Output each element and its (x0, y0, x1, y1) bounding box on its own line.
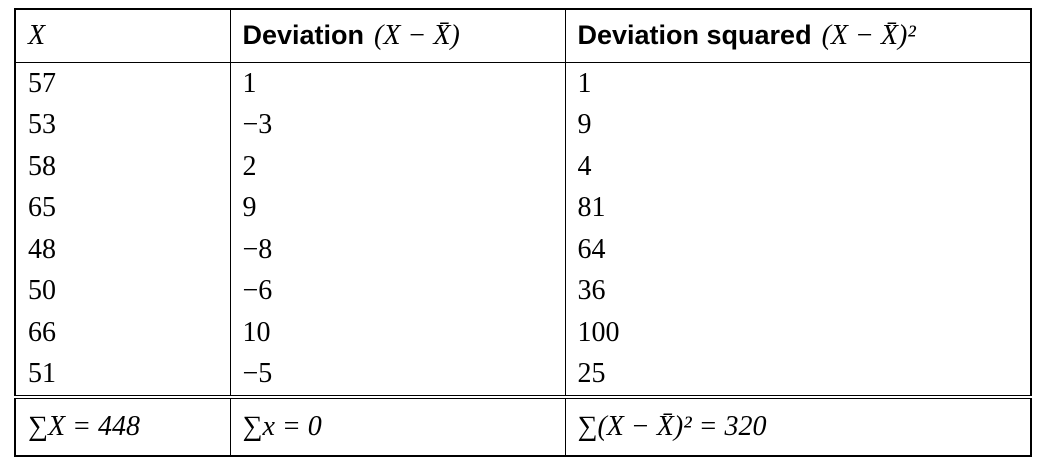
header-cell: Deviation (X − X̄) (229, 9, 566, 63)
table-cell: 58 (14, 146, 231, 188)
table-cell: 81 (564, 187, 1032, 229)
table-cell: 9 (229, 187, 566, 229)
table-cell: 1 (229, 62, 566, 105)
table-header: X Deviation (X − X̄) Deviation squared (X − … (14, 9, 1032, 63)
table-footer: ∑X = 448 ∑x = 0 ∑(X − X̄)² = 320 (14, 395, 1032, 456)
table-cell: 48 (14, 229, 231, 271)
deviation-table: X Deviation (X − X̄) Deviation squared (X − … (14, 8, 1032, 457)
table-body: 57 1 1 53 −3 9 58 2 4 65 9 81 48 −8 64 50 −6 36 66 10 100 51−… (14, 62, 1032, 397)
table-cell: 36 (564, 270, 1032, 312)
footer-cell: ∑X = 448 (14, 395, 231, 456)
header-cell: X (14, 9, 231, 63)
table-cell: 1 (564, 62, 1032, 105)
table-cell: 53 (14, 104, 231, 146)
table-cell: 100 (564, 312, 1032, 354)
table-cell: 25 (564, 353, 1032, 397)
table-row: 65 9 81 (14, 187, 1032, 229)
header-label: Deviation (242, 20, 365, 50)
table-cell: 51 (14, 353, 231, 397)
table-cell: 50 (14, 270, 231, 312)
table-row: 66 10 100 (14, 312, 1032, 354)
header-math: X (28, 20, 46, 51)
table-cell: 66 (14, 312, 231, 354)
table-cell: 4 (564, 146, 1032, 188)
table-cell: 57 (14, 62, 231, 105)
header-cell: Deviation squared (X − X̄)² (564, 9, 1032, 63)
header-math: (X − X̄) (374, 20, 460, 51)
footer-cell: ∑x = 0 (229, 395, 566, 456)
table-row: 50 −6 36 (14, 270, 1032, 312)
header-label: Deviation squared (577, 20, 812, 50)
table-row: 53 −3 9 (14, 104, 1032, 146)
table-row: 57 1 1 (14, 62, 1032, 105)
table-cell: 9 (564, 104, 1032, 146)
footer-cell: ∑(X − X̄)² = 320 (564, 395, 1032, 456)
table-row: 48 −8 64 (14, 229, 1032, 271)
table-cell: −5 (229, 353, 566, 397)
table-cell: 65 (14, 187, 231, 229)
table-row: 51 −5 25 (14, 353, 1032, 397)
header-math: (X − X̄)² (821, 20, 916, 51)
header-row: X Deviation (X − X̄) Deviation squared (X − … (14, 9, 1032, 63)
table-cell: −8 (229, 229, 566, 271)
table-cell: 10 (229, 312, 566, 354)
footer-row: ∑X = 448 ∑x = 0 ∑(X − X̄)² = 320 (14, 395, 1032, 456)
table-cell: −6 (229, 270, 566, 312)
table-cell: 64 (564, 229, 1032, 271)
table-row: 58 2 4 (14, 146, 1032, 188)
table-cell: −3 (229, 104, 566, 146)
table-cell: 2 (229, 146, 566, 188)
